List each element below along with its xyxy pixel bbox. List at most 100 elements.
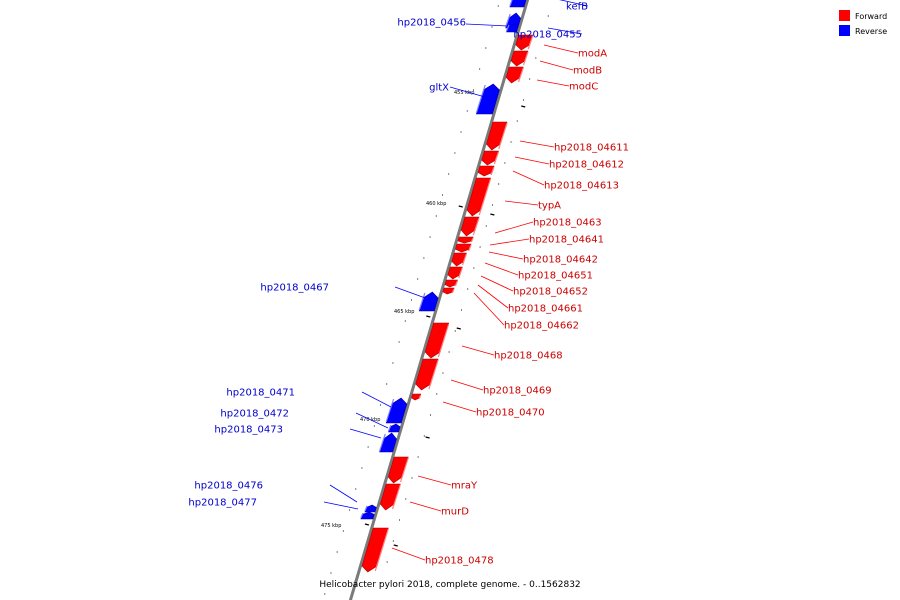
gene-hp2018_04652[interactable] <box>447 266 463 280</box>
gene-hp2018_04651[interactable] <box>451 252 467 267</box>
gene-highlight-hp2018_0470 <box>418 394 422 400</box>
gene-label-hp2018_0472[interactable]: hp2018_0472 <box>220 409 289 420</box>
leader-line-hp2018_0456 <box>465 23 509 27</box>
gene-hp2018_0470[interactable] <box>411 393 422 401</box>
gene-hp2018_04642[interactable] <box>455 243 472 253</box>
gene-hp2018_04611[interactable] <box>486 121 508 151</box>
gene-highlight-hp2018_04613 <box>490 166 495 176</box>
leader-line-hp2018_04612 <box>514 156 550 165</box>
gene-labels: kefB hp2018_0456 hp2018_0455 modA modB modC gl… <box>188 0 629 567</box>
tick-label: 460 kbp <box>426 201 446 207</box>
gene-highlight-gltX <box>475 84 486 114</box>
genome-caption: Helicobacter pylori 2018, complete genom… <box>319 580 580 590</box>
genome-backbone <box>348 0 530 600</box>
gene-highlight-hp2018_0473 <box>379 433 386 452</box>
gene-highlight-hp2018_0478 <box>374 528 389 572</box>
gene-highlight-hp2018_0472 <box>388 424 392 432</box>
gene-hp2018_0473[interactable] <box>379 432 397 453</box>
gene-label-hp2018_0476[interactable]: hp2018_0476 <box>194 481 263 492</box>
gene-highlight-hp2018_04651 <box>461 253 467 266</box>
gene-hp2018_04661[interactable] <box>444 279 458 288</box>
gene-modC[interactable] <box>505 66 524 84</box>
leader-line-modB <box>539 60 574 71</box>
gene-label-hp2018_0467[interactable]: hp2018_0467 <box>260 283 329 294</box>
gene-hp2018_0468[interactable] <box>424 322 450 359</box>
gene-highlight-hp2018_0456 <box>505 13 511 28</box>
gene-label-modA[interactable]: modA <box>578 49 607 60</box>
gene-label-hp2018_0470[interactable]: hp2018_0470 <box>476 408 545 419</box>
gene-label-hp2018_04611[interactable]: hp2018_04611 <box>554 143 629 154</box>
gene-hp2018_0463[interactable] <box>460 216 480 237</box>
gene-label-hp2018_0456[interactable]: hp2018_0456 <box>397 18 466 29</box>
gene-label-hp2018_0455[interactable]: hp2018_0455 <box>513 30 582 41</box>
major-tick <box>456 327 461 330</box>
gene-typA[interactable] <box>466 177 491 217</box>
gene-label-hp2018_0478[interactable]: hp2018_0478 <box>425 556 494 567</box>
gene-hp2018_0471[interactable] <box>385 397 408 424</box>
gene-label-hp2018_0463[interactable]: hp2018_0463 <box>533 218 602 229</box>
gene-label-hp2018_04661[interactable]: hp2018_04661 <box>508 304 583 315</box>
gene-hp2018_04612[interactable] <box>481 150 499 166</box>
leader-line-hp2018_04642 <box>488 251 524 260</box>
gene-highlight-hp2018_04662 <box>451 288 455 294</box>
gene-label-hp2018_04662[interactable]: hp2018_04662 <box>504 321 579 332</box>
gene-label-hp2018_0477[interactable]: hp2018_0477 <box>188 498 257 509</box>
gene-highlight-hp2018_0468 <box>437 323 450 358</box>
major-tick <box>393 544 398 547</box>
gene-hp2018_04613[interactable] <box>477 165 495 177</box>
gene-murD[interactable] <box>379 483 401 511</box>
gene-hp2018_0476[interactable] <box>364 504 377 513</box>
leader-line-hp2018_04611 <box>519 140 555 148</box>
gene-label-hp2018_04613[interactable]: hp2018_04613 <box>544 181 619 192</box>
gene-hp2018_0469[interactable] <box>415 358 439 391</box>
gene-mraY[interactable] <box>387 456 409 484</box>
gene-kefB[interactable] <box>509 0 527 8</box>
leader-line-mraY <box>417 475 452 486</box>
gene-label-kefB[interactable]: kefB <box>566 2 588 13</box>
leader-line-murD <box>409 501 442 512</box>
gene-label-modC[interactable]: modC <box>569 82 598 93</box>
gene-highlight-hp2018_0467 <box>418 292 426 311</box>
gene-modB[interactable] <box>510 50 529 67</box>
gene-hp2018_0477[interactable] <box>360 511 375 520</box>
gene-label-hp2018_04642[interactable]: hp2018_04642 <box>523 255 598 266</box>
gene-hp2018_04641[interactable] <box>457 236 474 244</box>
gene-label-hp2018_04652[interactable]: hp2018_04652 <box>513 287 588 298</box>
gene-label-hp2018_04651[interactable]: hp2018_04651 <box>518 271 593 282</box>
gene-hp2018_0467[interactable] <box>418 291 439 312</box>
leader-line-hp2018_0476 <box>329 484 358 503</box>
leader-line-modC <box>536 79 570 87</box>
leader-line-hp2018_0470 <box>442 401 477 413</box>
gene-hp2018_0478[interactable] <box>361 527 389 573</box>
tick-label: 455 kbp <box>454 90 474 96</box>
gene-gltX[interactable] <box>475 83 500 115</box>
gene-hp2018_04662[interactable] <box>442 287 455 295</box>
gene-highlight-hp2018_0469 <box>428 359 439 390</box>
gene-label-hp2018_0473[interactable]: hp2018_0473 <box>214 425 283 436</box>
gene-label-gltX[interactable]: gltX <box>429 83 449 94</box>
gene-highlight-modA <box>527 35 534 50</box>
gene-hp2018_0472[interactable] <box>388 423 401 433</box>
gene-highlight-kefB <box>509 0 513 7</box>
gene-label-mraY[interactable]: mraY <box>451 481 478 492</box>
tick-label: 465 kbp <box>394 309 414 315</box>
major-tick <box>521 105 526 108</box>
leader-line-hp2018_0473 <box>349 428 382 439</box>
gene-modA[interactable] <box>515 34 534 51</box>
gene-highlight-hp2018_0455 <box>506 24 510 32</box>
leader-line-hp2018_0463 <box>494 221 534 234</box>
leader-line-hp2018_04661 <box>477 284 509 309</box>
gene-highlight-modB <box>522 51 529 66</box>
gene-label-hp2018_04612[interactable]: hp2018_04612 <box>549 160 624 171</box>
gene-label-hp2018_0468[interactable]: hp2018_0468 <box>494 351 563 362</box>
gene-highlight-hp2018_0463 <box>472 217 480 236</box>
gene-label-hp2018_0471[interactable]: hp2018_0471 <box>226 388 295 399</box>
gene-hp2018_0455[interactable] <box>506 23 519 33</box>
gene-label-typA[interactable]: typA <box>538 201 561 212</box>
gene-label-murD[interactable]: murD <box>441 507 469 518</box>
gene-label-hp2018_0469[interactable]: hp2018_0469 <box>483 386 552 397</box>
gene-label-modB[interactable]: modB <box>573 66 602 77</box>
legend-label-forward: Forward <box>855 12 887 21</box>
gene-label-hp2018_04641[interactable]: hp2018_04641 <box>529 235 604 246</box>
